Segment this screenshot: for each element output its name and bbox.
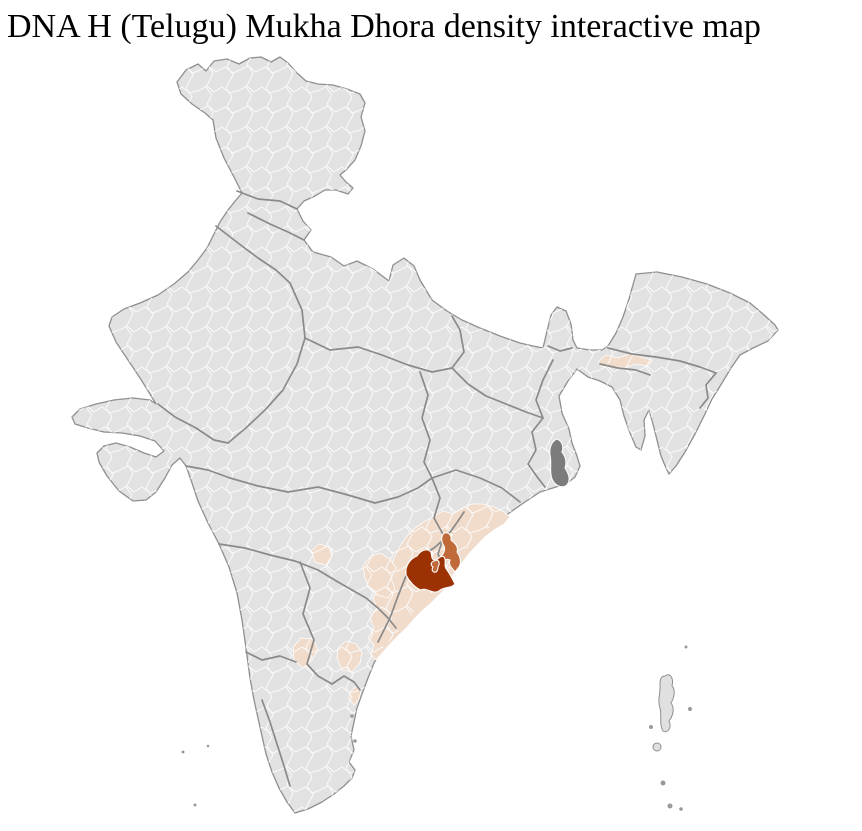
andaman-nicobar-islands[interactable] — [649, 645, 692, 811]
island-speck — [688, 707, 692, 711]
island-speck — [193, 803, 197, 807]
island-speck — [206, 744, 210, 748]
district-region-southeast-coast-medium[interactable] — [439, 532, 462, 573]
lagoon-speck — [350, 714, 354, 718]
island-speck — [660, 780, 666, 786]
district-region-high-inner-enclave[interactable] — [430, 559, 440, 573]
highlight-districts-top — [405, 438, 570, 593]
island-speck — [679, 807, 683, 811]
district-borders-mesh — [72, 57, 778, 813]
island-speck — [684, 645, 688, 649]
lakshadweep-islands[interactable] — [181, 744, 210, 807]
andaman-round-island[interactable] — [652, 742, 662, 752]
island-speck — [181, 750, 185, 754]
state-borders — [157, 190, 717, 787]
andaman-main-chain[interactable] — [658, 674, 675, 733]
district-region-southeast-coast-high[interactable] — [405, 549, 456, 593]
lagoon-speck — [353, 739, 357, 743]
district-region-east-metro-dark[interactable] — [549, 438, 570, 488]
island-speck — [649, 725, 653, 729]
island-speck — [667, 803, 673, 809]
page-title: DNA H (Telugu) Mukha Dhora density inter… — [7, 8, 761, 45]
coastal-lagoon-marks — [350, 714, 357, 743]
